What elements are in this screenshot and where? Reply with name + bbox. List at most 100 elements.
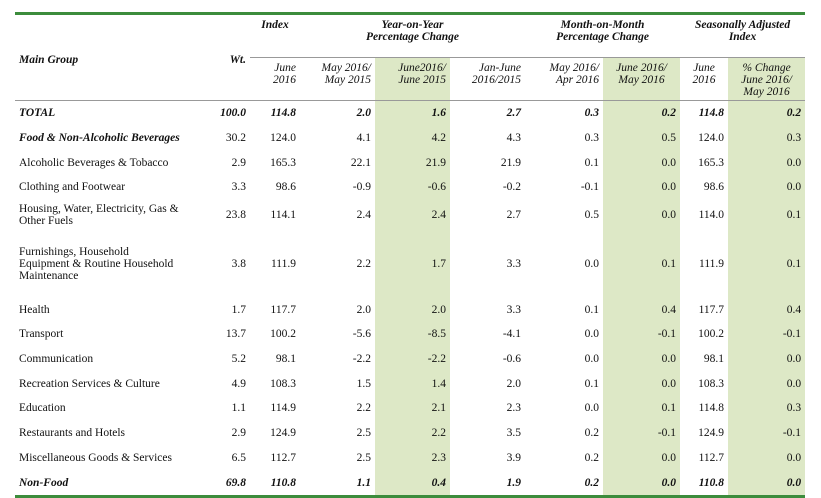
group-header: Index — [261, 19, 289, 31]
cell: -0.1 — [580, 180, 600, 193]
cell: 114.0 — [698, 208, 725, 221]
cell: 108.3 — [270, 377, 296, 390]
cell: -0.1 — [603, 420, 681, 445]
cell: 112.7 — [270, 451, 296, 464]
cell: 114.8 — [698, 107, 725, 120]
cell: 2.7 — [506, 208, 522, 221]
table-row: TOTAL 100.0 114.8 2.0 1.6 2.7 0.3 0.2 114.8 0.2 — [15, 100, 806, 126]
cell: 2.3 — [506, 402, 522, 414]
cell: -4.1 — [502, 328, 522, 340]
column-header: May 2016/ Apr 2016 — [525, 57, 604, 101]
column-header: June 2016 — [680, 57, 729, 101]
cell: -0.1 — [728, 420, 806, 445]
cell: 3.3 — [506, 303, 522, 316]
cell: 2.7 — [506, 107, 522, 120]
cell: 21.9 — [500, 156, 522, 169]
row-label: Clothing and Footwear — [19, 180, 126, 193]
cell: 2.9 — [231, 426, 246, 439]
cell: 1.5 — [356, 377, 371, 390]
table-row: Housing, Water, Electricity, Gas & Other… — [15, 198, 806, 231]
cell: 0.1 — [603, 230, 681, 298]
cell: -5.6 — [352, 328, 371, 340]
cell: 2.3 — [375, 444, 450, 471]
cell: 3.5 — [506, 426, 522, 439]
table-row: Health 1.7 117.7 2.0 2.0 3.3 0.1 0.4 117.7 0.4 — [15, 297, 806, 322]
cell: 0.2 — [584, 476, 600, 489]
cell: 0.2 — [584, 451, 600, 464]
cell: 100.0 — [220, 107, 246, 120]
cell: 4.2 — [375, 125, 450, 151]
cell: 0.5 — [584, 208, 600, 221]
cell: 2.2 — [356, 258, 371, 270]
cell: 0.0 — [728, 470, 806, 497]
cell: 23.8 — [225, 208, 246, 221]
column-header: June 2016 — [250, 57, 300, 101]
cell: -0.1 — [728, 321, 806, 347]
row-label: Food & Non-Alcoholic Beverages — [19, 132, 180, 144]
cell: 0.0 — [603, 444, 681, 471]
cell: 0.4 — [375, 470, 450, 497]
row-label: Transport — [19, 328, 64, 340]
cell: 4.9 — [231, 377, 246, 390]
cell: 111.9 — [699, 258, 725, 270]
cell: 0.1 — [584, 303, 600, 316]
cell: 98.1 — [703, 353, 725, 365]
cell: 0.0 — [728, 174, 806, 199]
table-row: Transport 13.7 100.2 -5.6 -8.5 -4.1 0.0 -0.1 100… — [15, 321, 806, 347]
group-header: Month-on-Month Percentage Change — [556, 19, 650, 43]
cell: 165.3 — [698, 156, 725, 169]
cell: 1.1 — [231, 402, 246, 414]
cell: -0.9 — [352, 180, 371, 193]
header-cell: Main Group — [15, 13, 200, 101]
cell: 2.9 — [231, 156, 246, 169]
cell: 0.0 — [603, 470, 681, 497]
cell: 4.3 — [506, 132, 522, 144]
cell: 69.8 — [225, 476, 246, 489]
cell: 6.5 — [231, 451, 246, 464]
cell: 0.0 — [584, 258, 600, 270]
cell: 2.1 — [375, 395, 450, 421]
cell: 117.7 — [698, 303, 725, 316]
cell: 0.3 — [584, 107, 600, 120]
cell: 0.4 — [728, 297, 806, 322]
cell: 3.3 — [506, 258, 522, 270]
header-cell: Wt. — [200, 13, 250, 101]
cell: 2.0 — [375, 297, 450, 322]
cell: 114.9 — [270, 402, 296, 414]
cell: 114.1 — [270, 208, 296, 221]
cell: 0.0 — [603, 371, 681, 396]
cell: 0.1 — [728, 230, 806, 298]
cell: 100.2 — [270, 328, 296, 340]
cell: 98.6 — [275, 180, 296, 193]
table-row: Restaurants and Hotels 2.9 124.9 2.5 2.2 3.5 0… — [15, 420, 806, 445]
cell: 0.0 — [728, 150, 806, 175]
table-row: Miscellaneous Goods & Services 6.5 112.7 2.… — [15, 444, 806, 471]
column-header: Jan-June 2016/2015 — [450, 57, 526, 101]
cell: 114.8 — [698, 402, 725, 414]
cell: -0.1 — [603, 321, 681, 347]
cell: 111.9 — [270, 258, 296, 270]
cell: 108.3 — [698, 377, 725, 390]
row-label: Furnishings, Household Equipment & Routi… — [19, 246, 174, 282]
row-label: Alcoholic Beverages & Tobacco — [19, 156, 169, 169]
table-row: Clothing and Footwear 3.3 98.6 -0.9 -0.6 -0.2… — [15, 174, 806, 199]
cell: 1.1 — [356, 476, 371, 489]
column-header: May 2016/ May 2015 — [300, 57, 375, 101]
cell: 21.9 — [375, 150, 450, 175]
cell: 2.0 — [506, 377, 522, 390]
cell: 0.3 — [728, 395, 806, 421]
cell: 0.0 — [603, 346, 681, 372]
cell: 0.5 — [603, 125, 681, 151]
cell: 13.7 — [225, 328, 246, 340]
cell: 110.8 — [698, 476, 725, 489]
cell: 114.8 — [270, 107, 296, 120]
cell: 2.2 — [356, 402, 371, 414]
cell: 3.3 — [231, 180, 246, 193]
cell: 3.9 — [506, 451, 522, 464]
cell: 0.4 — [603, 297, 681, 322]
table-row: Food & Non-Alcoholic Beverages 30.2 124.0 4… — [15, 125, 806, 151]
row-label: Housing, Water, Electricity, Gas & Other… — [19, 202, 179, 227]
cell: 1.9 — [506, 476, 522, 489]
cell: 3.8 — [231, 258, 246, 270]
row-label: Miscellaneous Goods & Services — [19, 451, 172, 464]
